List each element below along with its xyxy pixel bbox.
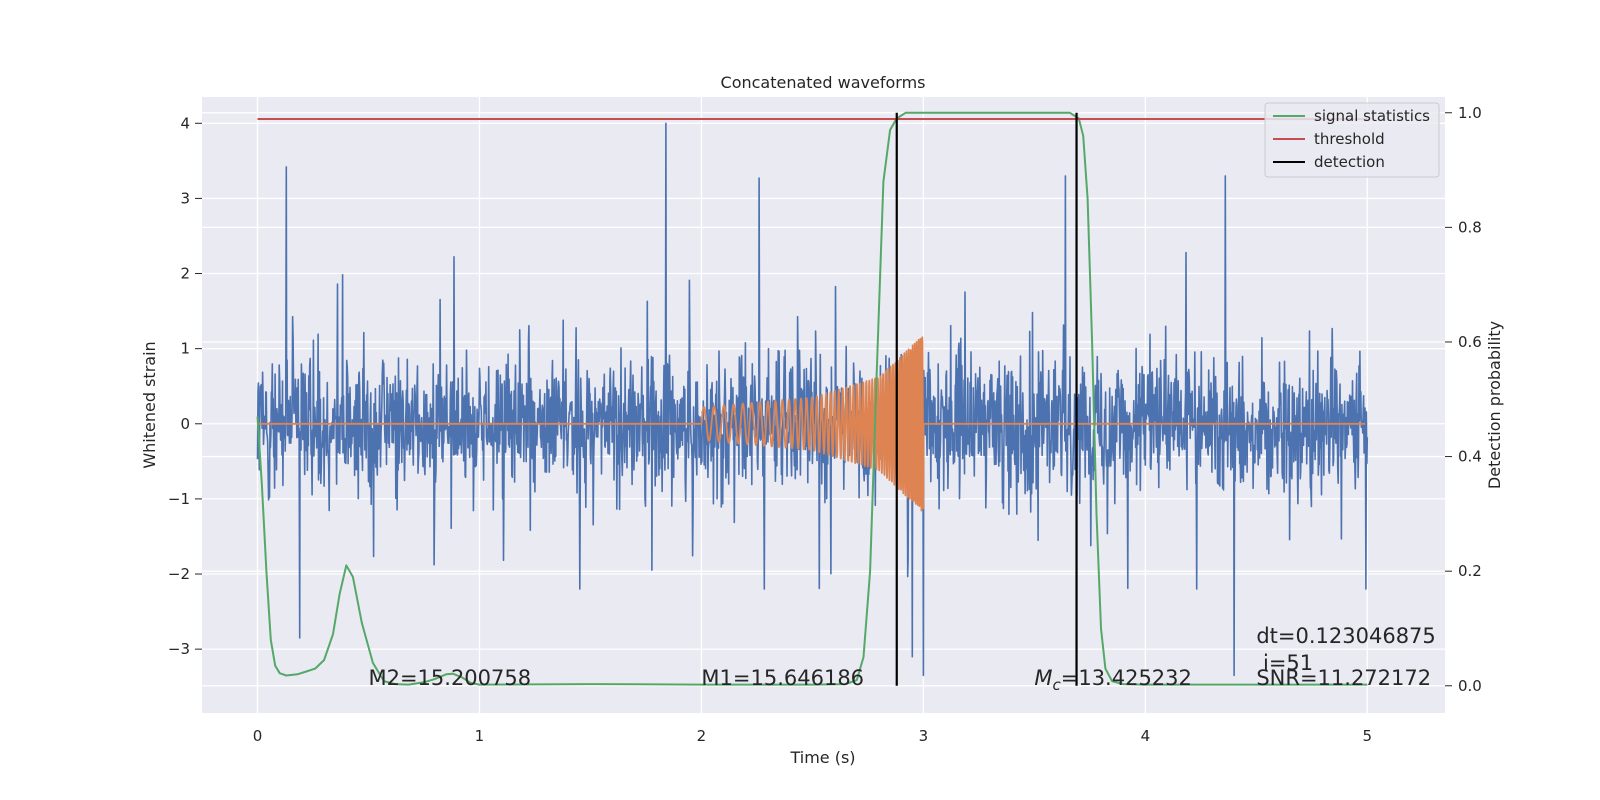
- annotation-part: c: [1052, 676, 1061, 694]
- ticks: 0 1 2 3 4 5 −3 −2 −1 0 1 2 3 4 0.0 0.2 0.4 0.6 0.8 1.0: [168, 104, 1482, 745]
- annotation-part: M: [1034, 666, 1052, 690]
- chart-title: Concatenated waveforms: [721, 73, 926, 92]
- y2-axis-label: Detection probability: [1485, 321, 1504, 489]
- annotation-text: i=51: [1263, 651, 1313, 675]
- y-axis-label: Whitened strain: [140, 341, 159, 468]
- chirp-series-line: [257, 336, 1366, 512]
- annotation-part: SNR=11.272172: [1256, 666, 1431, 690]
- annotation-part: M2=15.200758: [368, 666, 531, 690]
- y-tick-label: 2: [180, 265, 190, 283]
- y2-tick-label: 0.0: [1458, 677, 1482, 695]
- x-tick-label: 4: [1141, 727, 1151, 745]
- x-tick-label: 3: [919, 727, 929, 745]
- annotation-text: M2=15.200758: [368, 666, 531, 690]
- y-tick-label: 3: [180, 189, 190, 207]
- annotation-part: dt=0.123046875: [1256, 624, 1435, 648]
- annotation-text: dt=0.123046875: [1256, 624, 1435, 648]
- x-tick-label: 2: [697, 727, 707, 745]
- y-tick-label: 4: [180, 114, 190, 132]
- legend-label-detection: detection: [1314, 153, 1385, 171]
- y2-tick-label: 1.0: [1458, 104, 1482, 122]
- annotation-text: SNR=11.272172: [1256, 666, 1431, 690]
- annotations: M2=15.200758 M1=15.646186 Mc=13.425232 dt=0…: [368, 624, 1435, 694]
- annotation-text: M1=15.646186: [701, 666, 864, 690]
- x-tick-label: 5: [1363, 727, 1373, 745]
- series-layer: [256, 111, 1369, 686]
- annotation-part: =13.425232: [1061, 666, 1192, 690]
- x-tick-label: 0: [253, 727, 263, 745]
- y-tick-label: −3: [168, 640, 190, 658]
- x-tick-label: 1: [475, 727, 485, 745]
- y-tick-label: −1: [168, 490, 190, 508]
- legend-box: [1264, 102, 1440, 178]
- y2-tick-label: 0.2: [1458, 562, 1482, 580]
- legend-label-threshold: threshold: [1314, 130, 1385, 148]
- annotation-part: M1=15.646186: [701, 666, 864, 690]
- signal-statistics-line: [256, 111, 1368, 686]
- y-tick-label: −2: [168, 565, 190, 583]
- y2-tick-label: 0.4: [1458, 448, 1482, 466]
- annotation-text: Mc=13.425232: [1034, 666, 1192, 694]
- y2-tick-label: 0.6: [1458, 333, 1482, 351]
- y2-tick-label: 0.8: [1458, 218, 1482, 236]
- legend-label-signal-statistics: signal statistics: [1314, 107, 1430, 125]
- x-axis-label: Time (s): [789, 748, 855, 767]
- legend: signal statistics threshold detection: [1264, 102, 1440, 178]
- annotation-part: i=51: [1263, 651, 1313, 675]
- y-tick-label: 1: [180, 340, 190, 358]
- noise-series-line: [256, 122, 1369, 677]
- y-tick-label: 0: [180, 415, 190, 433]
